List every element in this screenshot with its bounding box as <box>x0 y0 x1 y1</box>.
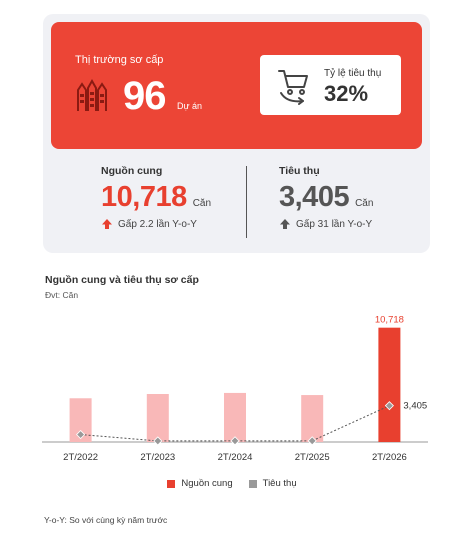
absorption-stat: Tiêu thụ 3,405 Căn Gấp 31 lần Y-o-Y <box>279 165 373 230</box>
absorption-point <box>384 401 394 411</box>
arrow-up-icon <box>102 219 112 229</box>
ratio-label: Tỷ lệ tiêu thụ <box>324 68 382 79</box>
supply-change: Gấp 2.2 lần Y-o-Y <box>118 218 197 230</box>
legend-label-supply: Nguồn cung <box>181 478 233 489</box>
chart-unit-label: Đvt: Căn <box>45 290 79 300</box>
projects-value: 96 <box>123 74 166 118</box>
bar-2T-2023 <box>146 394 169 442</box>
x-tick-label: 2T/2022 <box>63 452 98 463</box>
arrow-up-icon <box>280 219 290 229</box>
footnote: Y-o-Y: So với cùng kỳ năm trước <box>44 515 168 525</box>
supply-value: 10,718 <box>101 181 187 213</box>
building-icon <box>77 78 107 111</box>
absorption-line <box>80 405 390 442</box>
absorption-change: Gấp 31 lần Y-o-Y <box>296 218 373 230</box>
projects-unit: Dự án <box>177 101 203 111</box>
x-tick-label: 2T/2026 <box>372 452 407 463</box>
line-data-label: 3,405 <box>403 401 427 412</box>
shopping-cart-icon <box>278 70 308 105</box>
chart-title: Nguồn cung và tiêu thụ sơ cấp <box>45 274 199 286</box>
absorption-point <box>230 436 240 446</box>
legend-swatch-absorption <box>248 479 257 488</box>
chart-legend: Nguồn cung Tiêu thụ <box>0 478 464 489</box>
legend-item-supply: Nguồn cung <box>167 478 233 489</box>
bar-2T-2024 <box>224 392 246 442</box>
supply-stat: Nguồn cung 10,718 Căn Gấp 2.2 lần Y-o-Y <box>101 165 211 230</box>
absorption-ratio-box: Tỷ lệ tiêu thụ 32% <box>260 55 401 115</box>
absorption-point <box>76 429 86 440</box>
absorption-value: 3,405 <box>279 181 350 213</box>
bar-2T-2026 <box>378 327 401 442</box>
absorption-point <box>153 436 163 446</box>
supply-unit: Căn <box>192 198 212 209</box>
ratio-value: 32% <box>324 81 369 106</box>
absorption-label: Tiêu thụ <box>279 165 320 177</box>
bar-2T-2025 <box>301 395 324 442</box>
legend-swatch-supply <box>167 479 176 488</box>
stat-divider <box>246 166 247 238</box>
x-tick-label: 2T/2023 <box>140 452 175 463</box>
absorption-unit: Căn <box>355 198 374 209</box>
bar-data-label: 10,718 <box>375 315 404 326</box>
supply-absorption-chart: 10,718 2T/2022 2T/2023 2T/2024 2T/2025 2T/202… <box>42 315 428 463</box>
legend-item-absorption: Tiêu thụ <box>248 478 297 489</box>
supply-label: Nguồn cung <box>101 165 163 177</box>
legend-label-absorption: Tiêu thụ <box>262 478 297 489</box>
primary-market-panel: Thị trường sơ cấp 96 Dự án Tỷ lệ tiêu th… <box>51 22 422 149</box>
absorption-point <box>307 436 317 446</box>
bar-2T-2022 <box>69 398 92 442</box>
x-tick-label: 2T/2025 <box>295 452 330 463</box>
x-tick-label: 2T/2024 <box>218 452 253 463</box>
hero-title: Thị trường sơ cấp <box>75 54 164 66</box>
